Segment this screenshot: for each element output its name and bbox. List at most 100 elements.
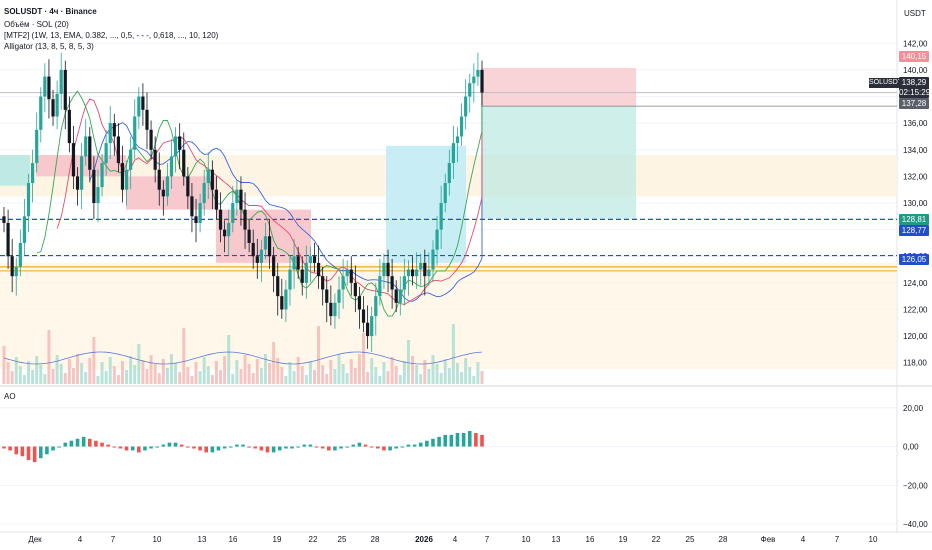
volume-bar [411,356,415,384]
ao-bar [333,446,337,451]
volume-bar [133,365,137,384]
candle-body [316,262,321,277]
candle-body [447,163,451,184]
volume-bar [312,370,316,384]
candle-body [370,316,374,337]
candle-body [227,222,231,237]
ao-bar [216,446,221,451]
candle-body [415,269,419,277]
ao-bar [339,446,343,449]
ao-bar [161,444,166,447]
candle-body [182,149,186,177]
candle-body [137,96,141,117]
ao-bar [63,442,68,447]
candle-body [312,256,317,263]
volume-bar [280,367,284,384]
ao-bar [455,432,460,447]
time-tick-label: 13 [198,535,207,544]
ao-bar [167,442,172,447]
ao-bar [20,446,25,457]
candle-body [345,269,349,277]
time-tick-label: 4 [78,535,83,544]
price-tick-label: 142,00 [903,39,928,48]
volume-bar [170,354,174,384]
candle-body [153,149,157,170]
teal-box-left [0,155,30,186]
legend-mtf[interactable]: [MTF2] (1W, 13, EMA, 0.382, ..., 0,5, - … [4,31,219,40]
candle-body [459,116,464,137]
candle-body [235,189,239,203]
candle-body [71,143,76,177]
candle-body [333,302,337,317]
ao-bar [69,440,74,447]
ao-bar [81,436,86,447]
candle-body [214,189,219,210]
candle-body [480,69,484,93]
candle-body [468,83,472,97]
ao-bar [314,446,319,448]
cyan-box [386,145,466,263]
candle-body [84,136,88,157]
candle-body [26,183,31,217]
candle-body [30,163,35,184]
volume-bar [2,346,6,384]
candle-body [2,216,6,223]
candle-body [357,296,362,310]
volume-bar [259,368,263,384]
volume-bar [460,372,464,384]
volume-bar [190,376,194,384]
time-tick-label: 22 [309,535,318,544]
legend-symbol[interactable]: SOLUSDT · 4ч · Binance [4,7,97,16]
volume-bar [227,335,231,384]
volume-bar [43,374,47,384]
ao-bar [228,446,233,448]
candle-body [451,143,456,164]
candle-body [349,269,353,283]
legend-volume[interactable]: Объём · SOL (20) [4,20,69,29]
volume-bar [51,369,55,384]
volume-bar [84,372,88,384]
candle-body [288,269,292,290]
candle-body [96,187,100,203]
pink-box-2 [126,176,216,210]
volume-bar [427,369,431,384]
candle-body [386,262,390,277]
level-126-price-tag: 126,05 [899,254,929,265]
legend-alligator[interactable]: Alligator (13, 8, 5, 8, 5, 3) [4,42,94,51]
price-tick-label: 118,00 [903,359,927,368]
volume-ma-line [3,351,483,365]
volume-bar [174,363,178,384]
ao-bar [443,434,448,447]
volume-bar [161,359,165,384]
ao-bar [222,446,227,449]
blue-level-price-tag: 128,77 [899,225,929,236]
ao-bar [425,440,429,447]
candle-body [272,256,276,277]
candle-body [406,269,411,277]
entry-price-tag: 137,28 [899,98,929,109]
candle-body [398,289,402,303]
candle-body [382,262,386,277]
volume-bar [239,369,243,384]
ao-bar [155,446,160,448]
candle-body [435,229,439,250]
volume-bar [27,361,31,384]
volume-bar [100,362,104,384]
legend-ao[interactable]: AO [4,392,16,401]
volume-bar [198,371,202,384]
volume-bar [92,337,96,384]
ao-bar [284,446,288,449]
volume-bar [247,364,251,384]
candle-body [120,163,125,190]
ao-bar [253,446,258,449]
candle-body [353,282,357,297]
candle-body [173,136,178,157]
ao-bar [57,446,61,448]
volume-bar [325,374,329,384]
candle-body [263,236,268,250]
ao-bar [296,446,300,448]
price-tick-label: 132,00 [903,172,928,181]
volume-bar [415,365,419,384]
volume-bar [14,357,18,384]
